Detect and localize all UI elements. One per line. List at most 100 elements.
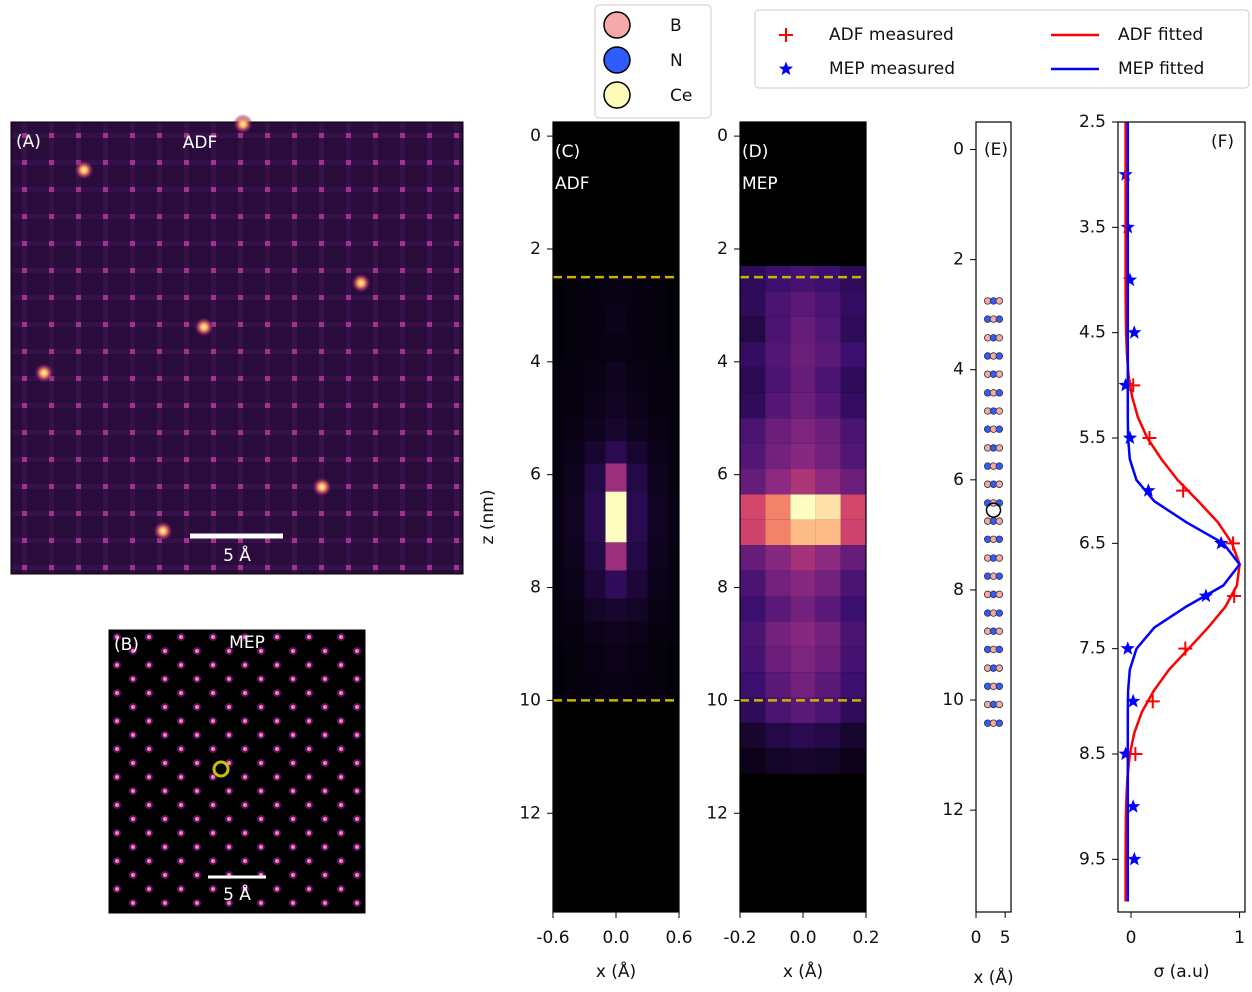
- y-axis-label: z (nm): [478, 490, 498, 545]
- heatmap-cell: [740, 418, 766, 444]
- atom: [995, 554, 1004, 562]
- heatmap-cell: [584, 440, 606, 464]
- x-tick-label: 0.6: [665, 928, 692, 948]
- heatmap-cell: [647, 361, 669, 391]
- heatmap-cell: [563, 570, 585, 599]
- star-marker: [1127, 325, 1142, 339]
- heatmap-cell: [605, 418, 627, 441]
- heatmap-cell: [584, 491, 606, 543]
- heatmap-cell: [563, 672, 585, 701]
- heatmap-cell: [840, 748, 866, 774]
- heatmap-cell: [840, 469, 866, 495]
- heatmap-cell: [840, 596, 866, 622]
- panel-title: ADF: [183, 133, 218, 153]
- heatmap-cell: [790, 316, 816, 343]
- axes-frame: [1117, 121, 1246, 913]
- atom: [995, 719, 1004, 727]
- atom: [995, 645, 1004, 654]
- heatmap-cell: [563, 598, 585, 622]
- heatmap-cell: [584, 542, 606, 571]
- atom: [995, 315, 1004, 323]
- heatmap-cell: [668, 277, 679, 306]
- heatmap-cell: [815, 418, 841, 444]
- star-marker: [1122, 272, 1138, 287]
- y-tick-label: 12: [706, 803, 728, 823]
- heatmap-cell: [605, 598, 627, 622]
- heatmap-cell: [815, 494, 841, 520]
- heatmap-cell: [563, 643, 585, 673]
- heatmap-cell: [840, 316, 866, 343]
- heatmap-cell: [668, 361, 679, 391]
- bright-spot: [153, 521, 173, 541]
- heatmap-cell: [584, 621, 606, 644]
- heatmap-cell: [740, 519, 766, 546]
- scale-label: 5 Å: [223, 544, 251, 566]
- legend-marker: [603, 81, 631, 109]
- x-tick-label: 5: [1000, 928, 1011, 948]
- x-axis-label: σ (a.u): [1153, 962, 1209, 982]
- atom: [995, 297, 1004, 305]
- heatmap-cell: [840, 494, 866, 520]
- atom: [995, 627, 1004, 635]
- heatmap-cell: [605, 570, 627, 599]
- heatmap-cell: [563, 621, 585, 644]
- heatmap-cell: [647, 463, 669, 492]
- y-tick-label: 8: [530, 578, 541, 598]
- heatmap-cell: [815, 646, 841, 673]
- star-marker: [1127, 851, 1142, 866]
- heatmap-cell: [765, 342, 791, 368]
- x-tick-label: 1: [1234, 928, 1245, 948]
- panel-title: MEP: [742, 174, 778, 194]
- heatmap-cell: [584, 643, 606, 673]
- bright-spot: [233, 114, 253, 134]
- heatmap-cell: [740, 570, 766, 596]
- heatmap-cell: [790, 494, 816, 520]
- heatmap-cell: [563, 333, 585, 362]
- heatmap-cell: [790, 646, 816, 673]
- bright-spot: [34, 363, 54, 383]
- x-tick-label: 0: [971, 928, 982, 948]
- fit-line: [1126, 122, 1242, 902]
- adf-image: [10, 121, 464, 575]
- heatmap-cell: [740, 469, 766, 495]
- heatmap-cell: [740, 697, 766, 723]
- atom: [995, 609, 1004, 617]
- heatmap-cell: [584, 277, 606, 306]
- heatmap-cell: [626, 418, 648, 441]
- y-tick-label: 8: [717, 578, 728, 598]
- heatmap-cell: [647, 598, 669, 622]
- heatmap-cell: [553, 491, 564, 543]
- heatmap-cell: [815, 596, 841, 622]
- heatmap-cell: [790, 342, 816, 368]
- heatmap-cell: [668, 570, 679, 599]
- heatmap-cell: [553, 463, 564, 492]
- heatmap-cell: [626, 491, 648, 543]
- heatmap-cell: [605, 333, 627, 362]
- heatmap-cell: [790, 443, 816, 470]
- heatmap-cell: [563, 463, 585, 492]
- heatmap-cell: [553, 277, 564, 306]
- heatmap-cell: [605, 621, 627, 644]
- heatmap-cell: [840, 646, 866, 673]
- scale-label: 5 Å: [223, 883, 251, 905]
- heatmap-cell: [553, 418, 564, 441]
- y-tick-label: 9.5: [1079, 849, 1106, 869]
- heatmap-cell: [765, 494, 791, 520]
- heatmap-cell: [790, 621, 816, 647]
- heatmap-cell: [765, 443, 791, 470]
- heatmap-cell: [740, 367, 766, 393]
- y-tick-label: 4: [717, 352, 728, 372]
- x-tick-label: 0: [1126, 928, 1137, 948]
- heatmap-cell: [815, 392, 841, 419]
- heatmap-cell: [605, 305, 627, 334]
- heatmap-cell: [668, 305, 679, 334]
- heatmap-cell: [765, 722, 791, 749]
- heatmap-cell: [563, 418, 585, 441]
- heatmap-cell: [790, 265, 816, 292]
- heatmap-cell: [815, 519, 841, 546]
- heatmap-cell: [815, 342, 841, 368]
- heatmap-cell: [790, 519, 816, 546]
- heatmap-cell: [840, 342, 866, 368]
- heatmap-cell: [668, 542, 679, 571]
